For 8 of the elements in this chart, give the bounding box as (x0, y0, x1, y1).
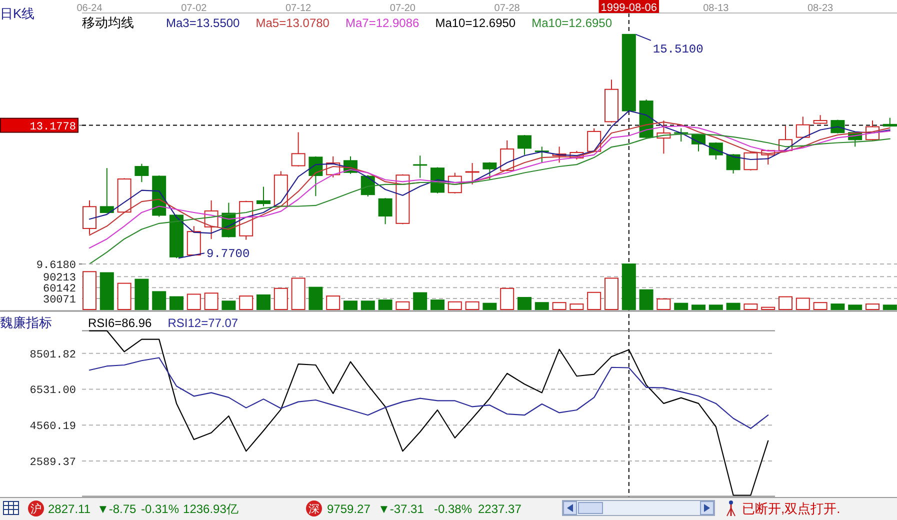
title: 日K线 (0, 6, 35, 21)
badge: 深 (306, 500, 322, 516)
badge: 沪 (28, 500, 44, 516)
annotation: 15.5100 (652, 42, 704, 56)
title: 魏廉指标 (0, 315, 52, 330)
annotation: 15.5100 (635, 34, 704, 56)
annotation: 9.7700 (206, 247, 250, 262)
y-tick-label: 13.1778 (30, 121, 76, 134)
